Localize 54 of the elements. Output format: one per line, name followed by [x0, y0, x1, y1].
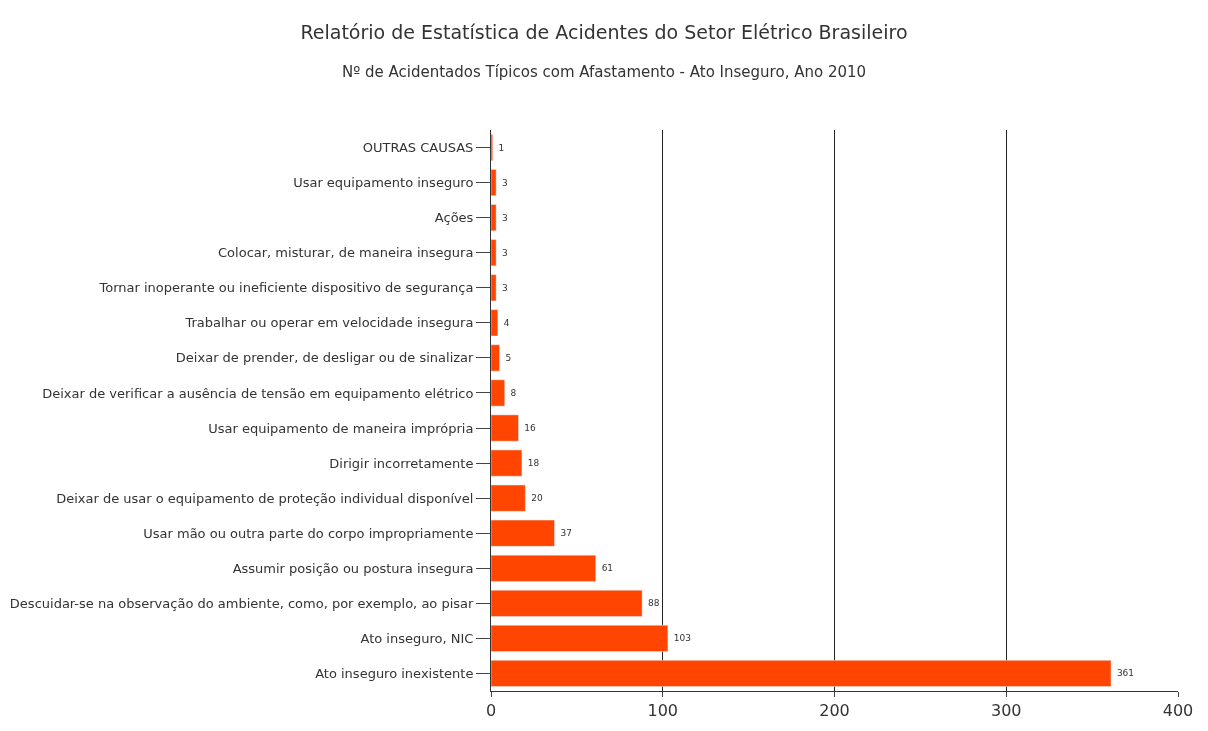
data-label: 3 [499, 282, 511, 293]
y-tick-label: Ações [434, 210, 474, 226]
y-tick-label: Trabalhar ou operar em velocidade insegura [184, 315, 474, 331]
y-tick-label: Tornar inoperante ou ineficiente dispositivo de segurança [98, 280, 474, 296]
y-tick-label: Ato inseguro inexistente [315, 666, 474, 682]
data-label: 5 [502, 352, 515, 363]
y-tick-label: Colocar, misturar, de maneira insegura [218, 245, 474, 261]
bar [491, 414, 519, 442]
bar [491, 204, 497, 232]
data-label: 3 [499, 247, 511, 258]
x-tick-label: 300 [990, 701, 1022, 721]
x-tick-label: 100 [647, 701, 679, 721]
y-tick-label: Deixar de prender, de desligar ou de sinalizar [175, 350, 475, 366]
y-tick-label: Descuidar-se na observação do ambiente, como, por exemplo, ao pisar [9, 595, 475, 611]
bar [491, 554, 597, 582]
y-tick-label: Ato inseguro, NIC [360, 630, 474, 646]
bar [491, 239, 497, 267]
bar [491, 274, 497, 302]
y-tick-label: Dirigir incorretamente [329, 455, 474, 471]
bar [491, 449, 523, 477]
bar [491, 625, 669, 652]
bar [491, 519, 555, 547]
chart-title: Relatório de Estatística de Acidentes do Setor Elétrico Brasileiro [300, 20, 908, 43]
y-tick-label: Assumir posição ou postura insegura [232, 560, 474, 576]
bar [491, 660, 1112, 687]
bar [491, 379, 505, 407]
y-tick-label: Deixar de usar o equipamento de proteção individual disponível [56, 490, 474, 506]
y-tick-label: Usar equipamento de maneira imprópria [208, 420, 474, 436]
bar [491, 484, 526, 512]
bar [491, 344, 500, 372]
x-tick-label: 400 [1162, 701, 1194, 721]
data-label: 16 [521, 423, 539, 434]
data-label: 3 [499, 212, 511, 223]
data-label: 88 [645, 598, 663, 609]
x-tick-label: 0 [485, 701, 497, 721]
chart-subtitle: Nº de Acidentados Típicos com Afastamento - Ato Inseguro, Ano 2010 [341, 63, 867, 82]
data-label: 4 [500, 317, 513, 328]
y-tick-label: OUTRAS CAUSAS [362, 140, 474, 156]
data-label: 18 [524, 458, 543, 469]
data-label: 20 [528, 493, 546, 504]
x-tick-label: 200 [819, 701, 850, 721]
data-label: 3 [499, 177, 511, 188]
y-tick-label: Usar mão ou outra parte do corpo impropriamente [143, 525, 474, 541]
y-tick-label: Deixar de verificar a ausência de tensão em equipamento elétrico [42, 385, 474, 401]
y-tick-label: Usar equipamento inseguro [293, 175, 474, 191]
data-label: 37 [557, 528, 575, 539]
data-label: 8 [507, 387, 520, 398]
data-label: 61 [598, 563, 616, 574]
data-label: 1 [495, 142, 508, 153]
bar [491, 169, 497, 196]
bar [491, 589, 643, 617]
data-label: 103 [670, 633, 694, 644]
data-label: 361 [1114, 668, 1137, 679]
bar [491, 309, 499, 337]
